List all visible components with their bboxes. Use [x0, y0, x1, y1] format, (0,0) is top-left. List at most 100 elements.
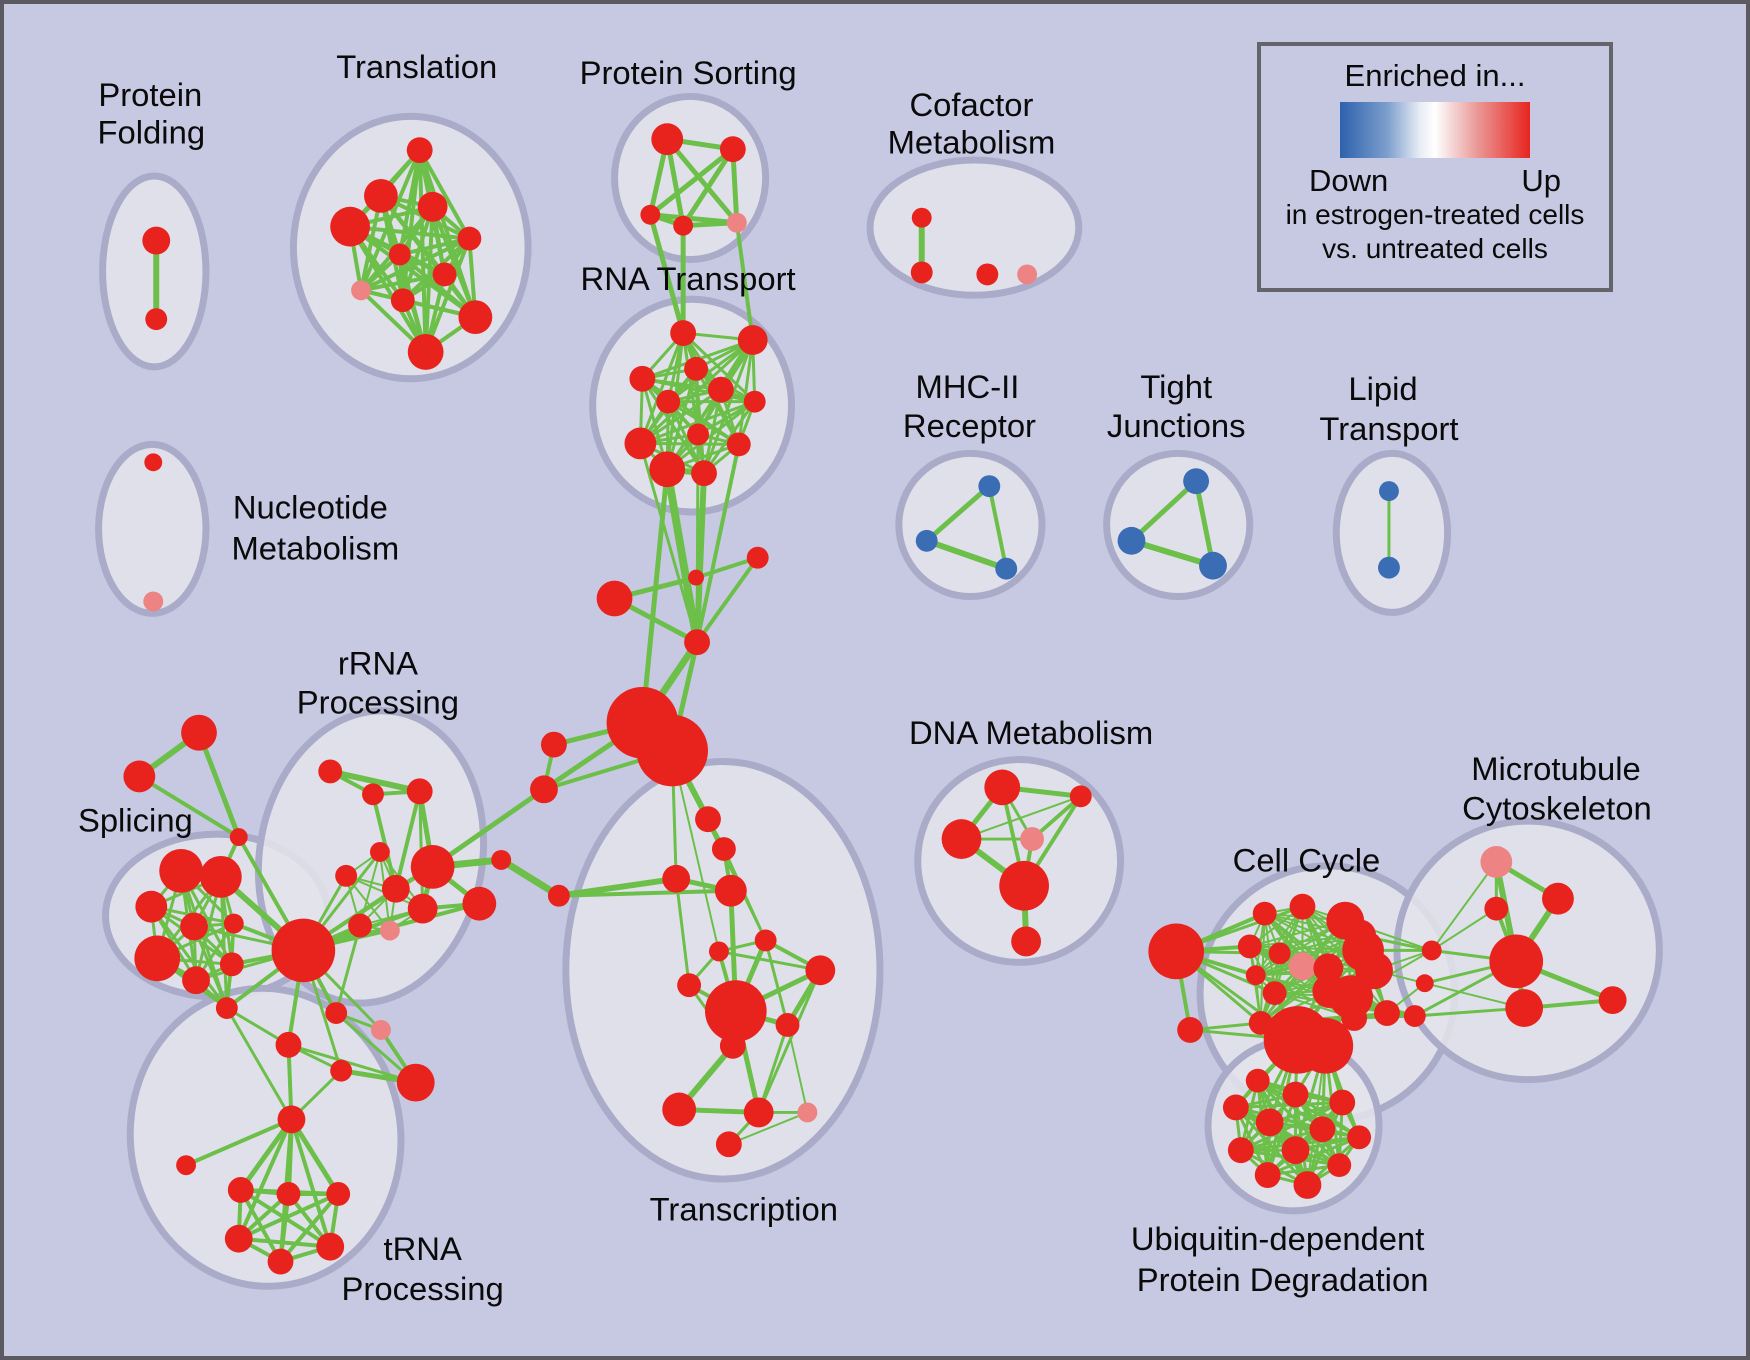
node-hs3[interactable] [662, 864, 691, 893]
node-rr3[interactable] [406, 778, 433, 805]
node-pf2[interactable] [145, 308, 168, 331]
node-s2[interactable] [199, 855, 242, 898]
node-rr2[interactable] [362, 783, 384, 806]
node-cf2[interactable] [910, 261, 933, 284]
node-cc11[interactable] [1245, 965, 1266, 986]
node-hs2[interactable] [711, 837, 736, 861]
node-nu2[interactable] [143, 591, 164, 612]
node-s7[interactable] [182, 966, 210, 995]
node-s1[interactable] [159, 849, 203, 893]
node-trl[interactable] [176, 1155, 197, 1176]
node-m6[interactable] [370, 1019, 391, 1040]
node-m4[interactable] [396, 1063, 435, 1102]
node-r3[interactable] [684, 356, 708, 381]
node-tj2[interactable] [1117, 526, 1146, 555]
node-u9[interactable] [1281, 1136, 1310, 1165]
node-ccL[interactable] [1148, 923, 1205, 980]
node-tr1[interactable] [708, 941, 729, 962]
node-hcl[interactable] [547, 884, 570, 907]
node-r10[interactable] [726, 432, 751, 457]
node-t2[interactable] [364, 178, 398, 213]
node-u10[interactable] [1254, 1162, 1281, 1188]
node-cf3[interactable] [976, 263, 999, 286]
node-mt1[interactable] [1542, 882, 1574, 915]
node-mt5[interactable] [1505, 989, 1544, 1027]
node-cce[interactable] [1374, 1000, 1400, 1026]
node-lp2[interactable] [1378, 556, 1400, 579]
node-hs1[interactable] [695, 806, 721, 833]
node-r2[interactable] [737, 325, 768, 355]
node-mh3[interactable] [995, 557, 1018, 580]
node-hl1[interactable] [540, 731, 567, 758]
node-th1[interactable] [227, 1177, 254, 1203]
node-cf1[interactable] [911, 207, 932, 228]
node-th3[interactable] [326, 1182, 351, 1206]
node-tr10[interactable] [797, 1102, 818, 1123]
node-mtc3[interactable] [1403, 1005, 1426, 1027]
node-th2[interactable] [276, 1182, 301, 1206]
node-rr8[interactable] [348, 913, 372, 938]
node-mh2[interactable] [915, 529, 938, 552]
node-pf1[interactable] [142, 226, 171, 255]
node-s6[interactable] [134, 935, 181, 982]
node-tr9[interactable] [743, 1097, 774, 1128]
node-t1[interactable] [406, 137, 433, 164]
node-t11[interactable] [407, 334, 444, 370]
node-s8[interactable] [219, 952, 244, 977]
node-mtc2[interactable] [1415, 974, 1434, 993]
node-d5[interactable] [999, 860, 1049, 911]
node-t3[interactable] [417, 191, 448, 222]
node-r5[interactable] [656, 389, 681, 414]
node-t9[interactable] [390, 288, 415, 313]
node-t10[interactable] [458, 300, 493, 335]
node-mt6[interactable] [1598, 986, 1627, 1015]
node-tr4[interactable] [677, 973, 702, 998]
node-mtb[interactable] [1489, 934, 1544, 989]
node-u7[interactable] [1347, 1125, 1372, 1150]
node-rr1[interactable] [318, 759, 343, 784]
node-d3[interactable] [941, 819, 982, 859]
node-m5[interactable] [325, 1002, 348, 1024]
node-tr8[interactable] [662, 1092, 697, 1127]
node-t4[interactable] [330, 206, 370, 247]
node-u3[interactable] [1222, 1094, 1249, 1121]
node-rr9[interactable] [379, 920, 400, 941]
node-s4[interactable] [180, 912, 208, 941]
node-mt2[interactable] [1484, 896, 1509, 921]
node-r6[interactable] [707, 376, 734, 403]
node-ps5[interactable] [726, 212, 747, 233]
node-tr2[interactable] [754, 929, 777, 952]
node-u8[interactable] [1227, 1137, 1254, 1164]
node-u11[interactable] [1327, 1153, 1352, 1178]
node-rr4[interactable] [369, 842, 390, 862]
node-hs4[interactable] [714, 874, 747, 907]
node-m2[interactable] [275, 1031, 302, 1058]
node-s9[interactable] [215, 997, 238, 1019]
node-ps3[interactable] [640, 204, 661, 225]
node-u4[interactable] [1329, 1089, 1356, 1116]
node-s5[interactable] [223, 913, 244, 934]
node-cn1[interactable] [491, 849, 512, 870]
node-cc7[interactable] [1288, 952, 1317, 981]
node-r7[interactable] [743, 390, 766, 413]
node-mtp[interactable] [1480, 846, 1513, 878]
node-x2[interactable] [123, 760, 156, 793]
node-hubb[interactable] [636, 714, 708, 787]
node-m3[interactable] [330, 1059, 353, 1082]
node-d2[interactable] [1069, 785, 1092, 808]
node-H1[interactable] [271, 918, 336, 983]
node-ccSW[interactable] [1177, 1017, 1204, 1043]
node-ccG2[interactable] [1297, 1018, 1354, 1074]
node-ps2[interactable] [719, 136, 746, 163]
node-th4[interactable] [224, 1224, 253, 1253]
node-rb1[interactable] [410, 845, 455, 889]
node-t5[interactable] [457, 226, 482, 251]
node-rb2[interactable] [462, 886, 497, 921]
node-u12[interactable] [1293, 1171, 1322, 1199]
node-cc12[interactable] [1262, 981, 1287, 1006]
node-cf4[interactable] [1017, 264, 1038, 285]
node-tj1[interactable] [1183, 468, 1210, 495]
node-tr6[interactable] [775, 1013, 800, 1037]
node-cc10[interactable] [1355, 951, 1393, 990]
node-s10[interactable] [229, 828, 248, 847]
